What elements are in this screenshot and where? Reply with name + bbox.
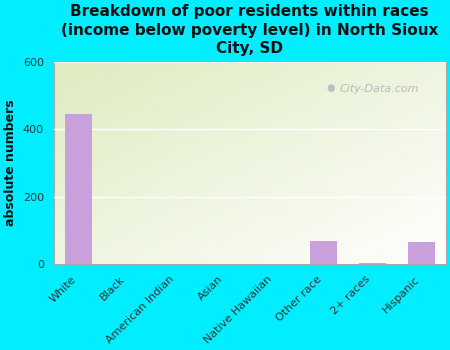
Bar: [65, 114, 91, 265]
Title: Breakdown of poor residents within races
(income below poverty level) in North S: Breakdown of poor residents within races…: [61, 4, 438, 56]
Bar: [359, 263, 386, 265]
Bar: [310, 241, 337, 265]
Y-axis label: absolute numbers: absolute numbers: [4, 100, 17, 226]
Bar: [408, 243, 435, 265]
Text: City-Data.com: City-Data.com: [340, 84, 419, 94]
Text: ●: ●: [326, 83, 335, 93]
